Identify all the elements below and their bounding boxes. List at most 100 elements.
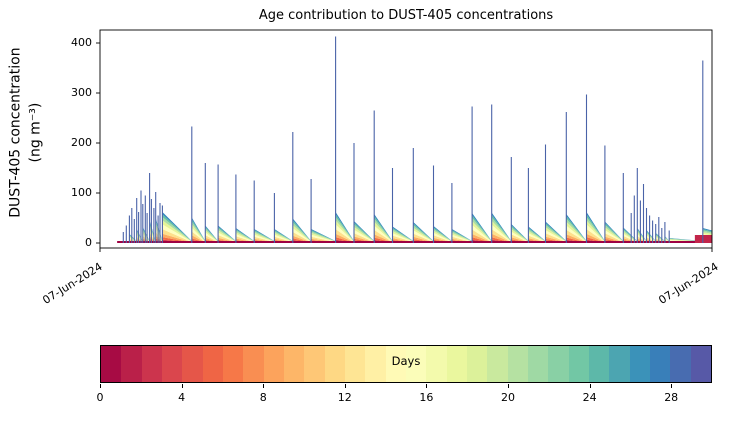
age-band-area xyxy=(637,230,647,242)
age-band-area xyxy=(311,231,336,242)
age-band-area xyxy=(374,229,393,243)
age-band-area xyxy=(566,225,587,243)
age-band-area xyxy=(604,223,624,242)
age-band-area xyxy=(413,225,434,242)
colorbar-cell xyxy=(365,346,386,382)
age-band-area xyxy=(472,225,492,243)
age-band-area xyxy=(566,216,587,242)
age-band-area xyxy=(646,230,656,242)
age-band-area xyxy=(528,233,546,243)
colorbar-tick-label: 8 xyxy=(259,391,267,404)
age-band-area xyxy=(655,235,665,242)
age-band-area xyxy=(511,224,529,242)
colorbar-cell xyxy=(466,346,488,382)
age-band-area xyxy=(235,228,255,242)
colorbar-cell xyxy=(446,346,467,382)
age-band-area xyxy=(162,229,192,243)
age-band-area xyxy=(433,228,452,242)
colorbar-cell xyxy=(324,346,345,382)
age-band-area xyxy=(528,227,546,242)
age-band-area xyxy=(451,236,473,243)
age-band-area xyxy=(472,229,492,243)
colorbar-cell xyxy=(507,346,528,382)
age-band-area xyxy=(335,220,354,242)
colorbar-cell xyxy=(263,346,284,382)
colorbar-cell xyxy=(588,346,610,382)
age-band-area xyxy=(664,236,670,242)
age-band-area xyxy=(311,232,336,242)
age-band-area xyxy=(637,232,647,242)
age-band-area xyxy=(566,221,587,242)
age-band-area xyxy=(155,222,163,242)
age-band-area xyxy=(374,218,393,242)
age-band-area xyxy=(491,217,512,242)
age-band-area xyxy=(528,235,546,243)
age-band-area xyxy=(129,234,137,242)
plot-area xyxy=(96,29,713,252)
age-band-area xyxy=(142,231,150,242)
age-band-area xyxy=(451,231,473,242)
age-band-area xyxy=(545,221,567,242)
colorbar-tick-label: 24 xyxy=(582,391,597,404)
colorbar-cell xyxy=(405,346,427,382)
y-tick-label: 400 xyxy=(71,36,92,49)
colorbar-cell xyxy=(649,346,671,382)
age-band-area xyxy=(374,234,393,243)
age-band-area xyxy=(335,217,354,242)
age-band-area xyxy=(191,224,206,242)
age-band-area xyxy=(491,224,512,243)
colorbar-tick xyxy=(100,384,101,388)
age-band-area xyxy=(586,214,605,242)
age-band-area xyxy=(545,233,567,243)
age-band-area xyxy=(586,220,605,242)
age-band-area xyxy=(274,231,293,242)
age-band-area xyxy=(392,227,414,242)
age-band-area xyxy=(646,230,656,242)
age-band-area xyxy=(155,218,163,242)
age-band-area xyxy=(335,212,354,242)
age-band-area xyxy=(604,221,624,242)
colorbar-cell xyxy=(344,346,366,382)
age-band-area xyxy=(292,218,312,242)
age-band-area xyxy=(254,234,275,243)
age-band-area xyxy=(142,233,150,243)
age-band-area xyxy=(218,226,236,242)
colorbar-cell xyxy=(243,346,264,382)
age-band-area xyxy=(162,214,192,242)
age-band-area xyxy=(374,221,393,242)
age-band-area xyxy=(669,238,703,242)
age-band-area xyxy=(604,233,624,243)
age-band-area xyxy=(433,226,452,242)
age-band-area xyxy=(218,230,236,242)
plot-background xyxy=(100,30,712,248)
age-band-area xyxy=(162,217,192,242)
age-band-area xyxy=(311,236,336,243)
age-band-area xyxy=(191,235,206,243)
age-band-area xyxy=(491,214,512,242)
age-band-area xyxy=(254,236,275,243)
colorbar-cell xyxy=(222,346,244,382)
age-band-area xyxy=(235,230,255,242)
age-band-area xyxy=(235,229,255,242)
age-band-area xyxy=(528,231,546,242)
age-band-area xyxy=(472,215,492,242)
age-band-area xyxy=(491,220,512,242)
age-band-area xyxy=(702,232,712,236)
age-band-area xyxy=(511,227,529,242)
age-band-area xyxy=(472,217,492,242)
age-band-area xyxy=(155,224,163,242)
age-band-area xyxy=(413,230,434,243)
colorbar-cell xyxy=(487,346,508,382)
age-band-area xyxy=(472,221,492,242)
age-band-area xyxy=(664,237,670,242)
age-band-area xyxy=(191,221,206,242)
age-band-area xyxy=(205,235,219,243)
age-band-area xyxy=(218,232,236,243)
age-band-area xyxy=(491,233,512,243)
age-band-area xyxy=(451,234,473,243)
age-band-area xyxy=(129,237,137,243)
age-band-area xyxy=(586,233,605,243)
age-band-area xyxy=(191,227,206,243)
age-band-area xyxy=(655,233,665,242)
age-band-area xyxy=(155,231,163,243)
